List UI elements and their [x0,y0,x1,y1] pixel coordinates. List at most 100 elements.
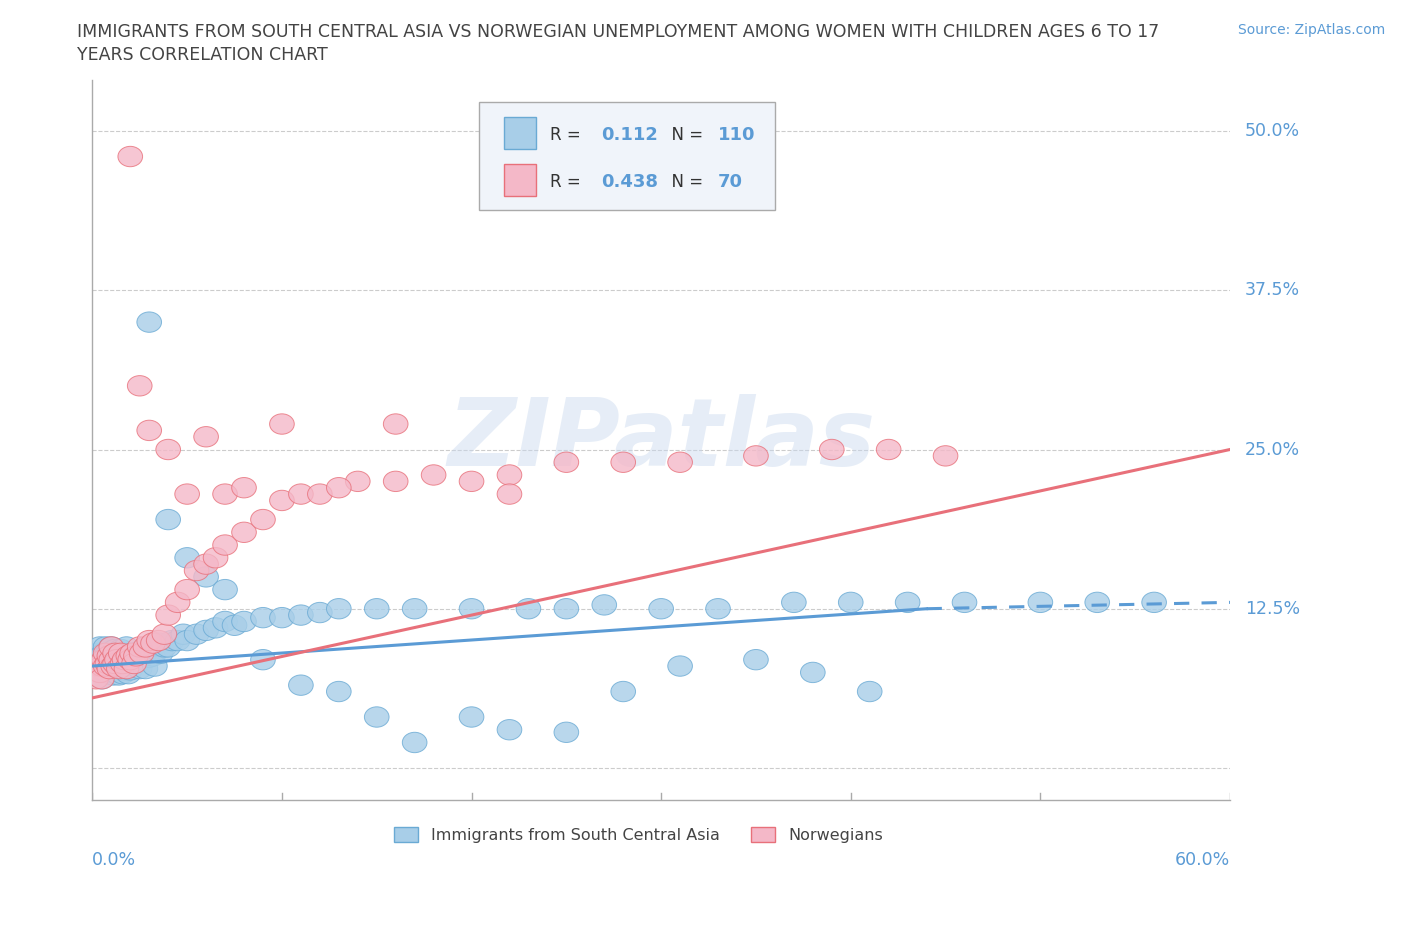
Ellipse shape [516,599,541,619]
Ellipse shape [184,624,209,644]
Ellipse shape [112,649,136,670]
Ellipse shape [96,662,120,683]
Ellipse shape [422,465,446,485]
Ellipse shape [934,445,957,466]
Text: 70: 70 [718,173,742,191]
Ellipse shape [104,649,129,670]
Ellipse shape [782,592,806,613]
Ellipse shape [103,639,128,659]
Ellipse shape [97,649,122,670]
Ellipse shape [98,649,124,670]
Ellipse shape [184,561,209,580]
Ellipse shape [838,592,863,613]
Ellipse shape [136,647,162,668]
Text: R =: R = [550,126,586,144]
Ellipse shape [98,656,124,676]
Ellipse shape [460,472,484,492]
Ellipse shape [101,665,125,685]
Ellipse shape [1028,592,1053,613]
Ellipse shape [706,599,730,619]
Ellipse shape [152,624,177,644]
Text: N =: N = [661,126,709,144]
Ellipse shape [124,645,148,666]
Ellipse shape [136,631,162,651]
Ellipse shape [122,653,146,673]
Ellipse shape [96,656,120,676]
Text: 25.0%: 25.0% [1246,441,1301,458]
Ellipse shape [156,510,180,530]
FancyBboxPatch shape [505,164,536,196]
Ellipse shape [160,631,184,651]
Ellipse shape [128,637,152,658]
Ellipse shape [364,599,389,619]
Ellipse shape [194,620,218,641]
Ellipse shape [326,682,352,702]
Ellipse shape [110,653,135,673]
Ellipse shape [498,484,522,504]
Ellipse shape [103,649,128,670]
Ellipse shape [120,644,145,663]
Ellipse shape [212,535,238,555]
Ellipse shape [346,472,370,492]
Ellipse shape [592,594,617,615]
Ellipse shape [204,618,228,638]
Ellipse shape [87,637,112,658]
Ellipse shape [98,662,124,683]
Ellipse shape [554,452,579,472]
Ellipse shape [118,649,142,670]
Ellipse shape [103,653,128,673]
Ellipse shape [498,465,522,485]
Ellipse shape [86,644,110,663]
Ellipse shape [90,656,114,676]
Ellipse shape [114,637,139,658]
Ellipse shape [141,633,166,653]
Ellipse shape [101,656,125,676]
Ellipse shape [104,644,129,663]
Ellipse shape [270,490,294,511]
Ellipse shape [166,592,190,613]
Ellipse shape [84,669,108,689]
Ellipse shape [232,477,256,498]
Ellipse shape [114,649,139,670]
Ellipse shape [124,644,148,663]
Ellipse shape [97,641,122,661]
Ellipse shape [135,641,160,661]
Text: 0.0%: 0.0% [93,851,136,869]
Ellipse shape [146,631,172,651]
Ellipse shape [128,376,152,396]
Ellipse shape [308,484,332,504]
Ellipse shape [98,637,124,658]
Ellipse shape [107,653,131,673]
Ellipse shape [129,644,153,663]
Ellipse shape [87,662,112,683]
Ellipse shape [148,644,173,663]
Ellipse shape [156,439,180,459]
Ellipse shape [128,645,152,666]
Ellipse shape [896,592,920,613]
Ellipse shape [112,645,136,666]
Ellipse shape [648,599,673,619]
Ellipse shape [232,522,256,542]
Ellipse shape [326,477,352,498]
Ellipse shape [610,452,636,472]
Ellipse shape [952,592,977,613]
Ellipse shape [250,607,276,628]
Ellipse shape [112,659,136,680]
Ellipse shape [128,658,152,679]
Ellipse shape [156,604,180,625]
Ellipse shape [498,720,522,740]
Ellipse shape [96,644,120,663]
Ellipse shape [364,707,389,727]
Ellipse shape [139,641,163,661]
Ellipse shape [93,649,118,670]
Ellipse shape [194,554,218,575]
Ellipse shape [270,607,294,628]
FancyBboxPatch shape [479,101,775,209]
Ellipse shape [288,675,314,696]
Ellipse shape [122,652,146,672]
Ellipse shape [384,472,408,492]
Ellipse shape [117,663,141,684]
Ellipse shape [90,669,114,689]
Ellipse shape [107,665,131,685]
Ellipse shape [90,656,114,676]
